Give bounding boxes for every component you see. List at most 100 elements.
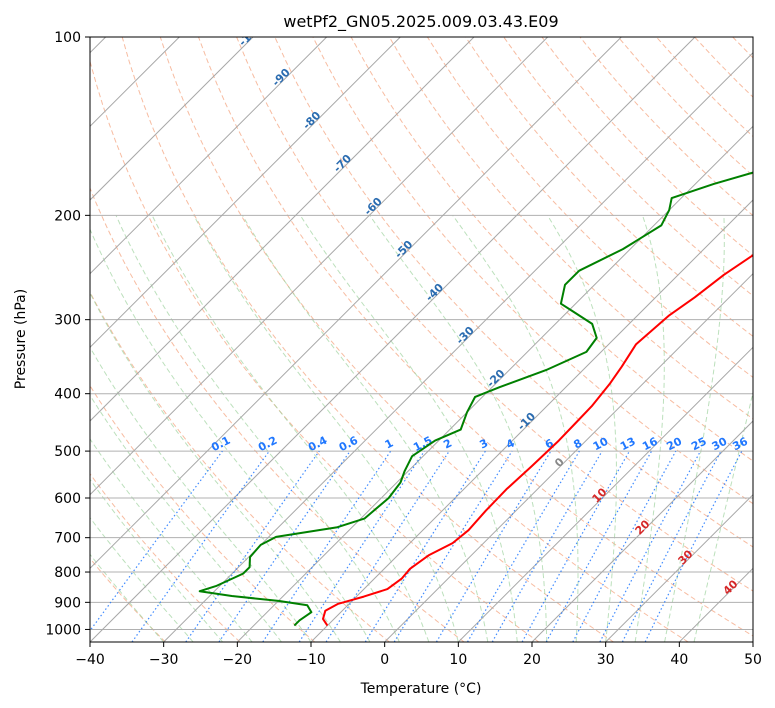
moist-adiabat-line	[693, 390, 753, 642]
mixing-ratio-label: 1	[383, 436, 396, 451]
isotherm-line	[605, 493, 753, 642]
moist-adiabat-line	[90, 478, 223, 642]
mixing-ratio-line	[131, 450, 270, 642]
dry-adiabat-line	[274, 37, 753, 548]
x-tick-label: −30	[149, 652, 179, 668]
moist-adiabat-line	[90, 292, 341, 642]
x-tick-label: −40	[75, 652, 105, 668]
mixing-ratio-line	[364, 450, 486, 642]
mixing-ratio-line	[521, 450, 631, 642]
dry-adiabat-line	[694, 37, 753, 98]
moist-adiabat-line	[90, 394, 282, 642]
x-axis-label: Temperature (°C)	[360, 681, 482, 697]
moist-adiabat-line	[193, 215, 459, 642]
x-tick-label: 0	[380, 652, 389, 668]
mixing-ratio-label: 2	[441, 436, 454, 451]
background-lines	[90, 37, 775, 642]
isotherm-label: -20	[484, 367, 507, 390]
x-tick-label: −10	[296, 652, 326, 668]
y-axis-label: Pressure (hPa)	[13, 289, 29, 389]
isotherm-line	[90, 37, 696, 642]
dry-adiabat-line	[388, 37, 753, 420]
dry-adiabat-line	[90, 186, 465, 642]
isotherm-label: -70	[331, 152, 354, 175]
dry-adiabat-line	[732, 37, 753, 59]
isotherm-label: -60	[362, 195, 385, 218]
dry-adiabat-line	[90, 59, 540, 642]
mixing-ratio-label: 30	[710, 435, 730, 454]
mixing-ratio-label: 3	[477, 436, 490, 451]
mixing-ratio-line	[185, 450, 320, 642]
dry-adiabat-line	[236, 37, 753, 592]
x-tick-label: −20	[223, 652, 253, 668]
mixing-ratio-label: 16	[640, 435, 660, 454]
y-tick-label: 500	[54, 444, 81, 460]
isotherm-line	[236, 125, 753, 642]
x-tick-label: 10	[449, 652, 467, 668]
moist-adiabat-line	[299, 215, 518, 642]
x-tick-label: 20	[523, 652, 541, 668]
mixing-ratio-label: 20	[664, 435, 684, 454]
x-tick-label: 50	[744, 652, 762, 668]
moist-adiabat-line	[90, 438, 253, 642]
series-lines	[198, 171, 753, 627]
isotherm-line	[678, 567, 753, 642]
moist-adiabat-line	[90, 516, 194, 642]
isotherm-line	[531, 420, 753, 642]
isotherm-line	[384, 272, 753, 642]
mixing-ratio-line	[435, 450, 552, 642]
y-tick-label: 700	[54, 531, 81, 547]
mixing-ratio-label: 13	[618, 435, 638, 454]
x-axis: −40 −30 −20 −10 0 10 20 30 40 50	[75, 642, 762, 668]
isotherm-line	[163, 51, 753, 642]
mixing-ratio-line	[393, 450, 513, 642]
isotherm-line	[310, 199, 753, 642]
dry-adiabat-label: 20	[633, 517, 653, 537]
dry-adiabat-label: 40	[721, 577, 741, 597]
isotherm-label: -50	[392, 238, 415, 261]
temperature-profile-line	[322, 254, 753, 627]
y-tick-label: 800	[54, 565, 81, 581]
mixing-ratio-line	[218, 450, 351, 642]
isotherm-label: -80	[300, 109, 323, 132]
dry-adiabat-line	[656, 37, 753, 138]
y-tick-label: 600	[54, 491, 81, 507]
isotherm-line	[90, 37, 622, 570]
moist-adiabat-line	[664, 215, 725, 642]
mixing-ratio-label: 36	[730, 435, 750, 454]
mixing-ratio-line	[325, 450, 450, 642]
moist-adiabat-line	[547, 215, 617, 642]
x-tick-label: 40	[670, 652, 688, 668]
moist-adiabat-line	[634, 215, 665, 642]
mixing-ratio-line	[621, 450, 722, 642]
y-tick-label: 100	[54, 30, 81, 46]
isotherm-line	[457, 346, 753, 642]
dry-adiabat-line	[465, 37, 753, 338]
mixing-ratio-line	[545, 450, 653, 642]
y-axis: 1000 900 800 700 600 500 400 300 200 100	[45, 30, 90, 638]
isotherm-line	[752, 641, 753, 642]
isotherm-line	[90, 37, 549, 496]
mixing-ratio-line	[572, 450, 677, 642]
isotherm-line	[90, 37, 401, 349]
dry-adiabat-line	[121, 37, 614, 642]
mixing-ratio-line	[298, 450, 425, 642]
dewpoint-profile-line	[198, 171, 753, 627]
isotherm-label: -100	[236, 20, 265, 49]
mixing-ratio-line	[262, 450, 392, 642]
y-tick-label: 200	[54, 208, 81, 224]
mixing-ratio-line	[644, 450, 743, 642]
moist-adiabat-line	[90, 553, 165, 642]
dry-adiabat-line	[503, 37, 753, 297]
mixing-ratio-label: 25	[689, 435, 709, 454]
y-tick-label: 900	[54, 595, 81, 611]
moist-adiabat-line	[115, 215, 400, 642]
isotherm-line	[90, 37, 254, 201]
dry-adiabat-line	[426, 37, 753, 378]
dry-adiabat-line	[90, 291, 390, 642]
isotherm-label: -30	[454, 324, 477, 347]
dry-adiabat-line	[771, 37, 775, 642]
plot-frame	[89, 36, 754, 643]
dry-adiabat-line	[541, 37, 753, 257]
dry-adiabat-line	[90, 557, 166, 642]
